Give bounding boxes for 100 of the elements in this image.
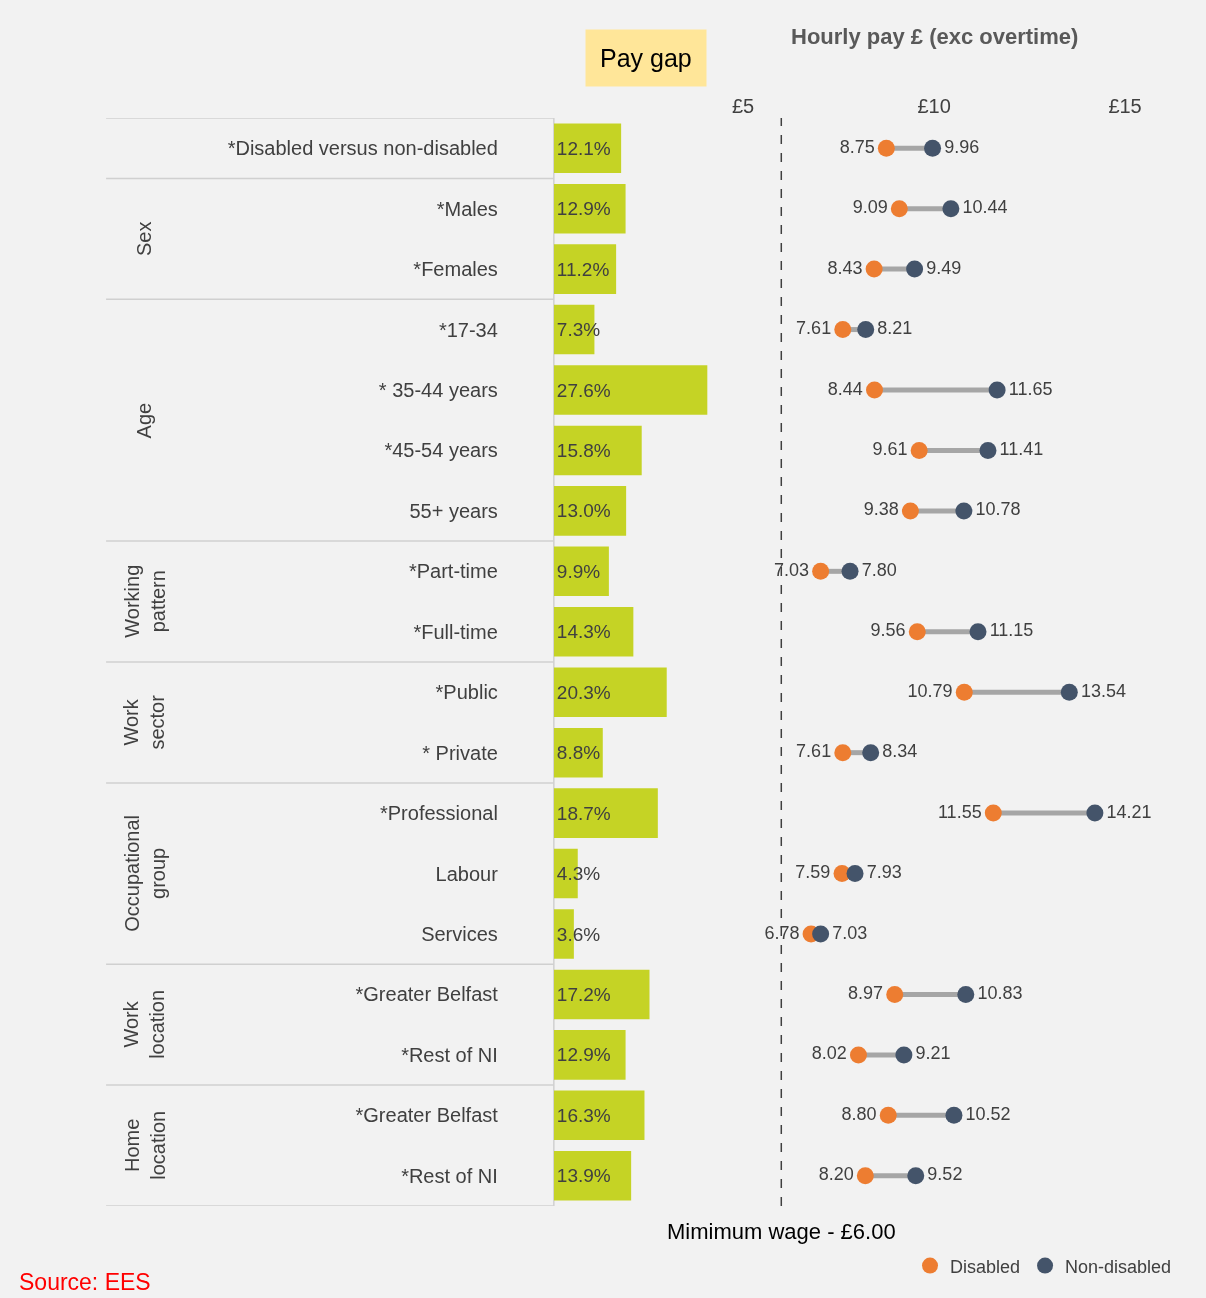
data-label: 8.44 <box>827 378 863 399</box>
data-label: 8.20 <box>818 1164 854 1185</box>
text: Home location <box>120 1110 169 1180</box>
text: Working pattern <box>120 564 169 638</box>
text: Age <box>132 402 155 439</box>
data-label: 8.75 <box>839 136 875 157</box>
chart-title: Pay gap <box>600 44 692 72</box>
bar <box>553 365 708 415</box>
data-label: 18.7% <box>556 802 611 824</box>
point <box>984 804 1002 822</box>
y-tick-label: *Full-time <box>413 620 498 643</box>
data-label: 11.55 <box>937 801 982 822</box>
point <box>846 865 864 883</box>
point <box>890 200 908 218</box>
bar <box>553 1090 645 1141</box>
point <box>955 683 973 701</box>
data-label: 9.61 <box>872 438 908 459</box>
text: Sex <box>133 221 156 257</box>
data-label: 9.21 <box>915 1043 951 1064</box>
data-label: 7.93 <box>866 862 902 883</box>
x-tick-label: £15 <box>1108 95 1142 117</box>
legend-label: Non-disabled <box>1065 1256 1172 1277</box>
point <box>886 985 904 1003</box>
text: Work sector <box>119 694 168 750</box>
point <box>1060 683 1078 701</box>
y-tick-label: * 35-44 years <box>378 379 498 401</box>
data-label: 11.41 <box>999 438 1044 459</box>
data-label: 10.79 <box>907 680 953 701</box>
bar <box>553 244 617 294</box>
text: Work location <box>120 989 169 1059</box>
data-label: 9.38 <box>863 499 899 520</box>
data-label: 8.97 <box>848 982 884 1003</box>
data-label: 13.54 <box>1080 680 1126 701</box>
data-label: 8.02 <box>811 1043 847 1064</box>
data-label: 7.80 <box>861 559 897 580</box>
data-label: 7.03 <box>832 922 868 943</box>
point <box>834 321 852 339</box>
ref-line-label: Mimimum wage - £6.00 <box>667 1219 896 1244</box>
data-label: 7.59 <box>795 862 831 883</box>
data-label: 7.61 <box>796 741 832 762</box>
data-label: 8.8% <box>556 742 601 764</box>
y-tick-label: Labour <box>435 862 499 885</box>
data-label: 9.49 <box>926 257 962 278</box>
y-tick-label: *Part-time <box>408 560 498 583</box>
point <box>877 139 895 157</box>
point <box>812 562 830 580</box>
point <box>955 502 973 520</box>
y-tick-label: *Females <box>413 258 498 281</box>
bar <box>553 1030 626 1080</box>
point <box>969 623 987 641</box>
data-label: 9.96 <box>944 136 980 157</box>
data-label: 12.9% <box>556 198 611 220</box>
data-label: 9.52 <box>927 1164 963 1185</box>
y-tick-label: *45-54 years <box>384 439 498 462</box>
bar <box>553 1151 632 1201</box>
data-label: 9.09 <box>852 197 888 218</box>
bar <box>553 486 627 536</box>
data-label: 10.44 <box>962 197 1008 218</box>
data-label: 11.15 <box>989 620 1034 641</box>
x-tick-label: £10 <box>917 95 951 117</box>
point <box>942 200 960 218</box>
data-label: 10.78 <box>975 499 1021 520</box>
point <box>812 925 830 943</box>
point <box>908 623 926 641</box>
data-label: 6.78 <box>764 922 800 943</box>
bar <box>553 425 642 476</box>
point <box>895 1046 913 1064</box>
data-label: 15.8% <box>556 439 611 461</box>
data-label: 7.03 <box>773 559 810 580</box>
bar <box>553 667 667 717</box>
y-tick-label: *Males <box>436 197 498 220</box>
data-label: 10.83 <box>977 982 1023 1003</box>
x-tick-label: £5 <box>731 95 755 117</box>
data-label: 17.2% <box>556 983 611 1005</box>
y-tick-label: *Rest of NI <box>401 1043 498 1066</box>
data-label: 8.34 <box>882 741 918 762</box>
point <box>841 562 859 580</box>
data-label: 8.43 <box>827 257 863 278</box>
bar <box>553 123 622 173</box>
point <box>979 441 997 459</box>
y-tick-label: Services <box>421 923 498 945</box>
legend-label: Disabled <box>950 1256 1021 1277</box>
point <box>865 260 883 278</box>
point <box>910 441 928 459</box>
data-label: 14.21 <box>1106 801 1152 822</box>
y-tick-label: *Greater Belfast <box>355 1104 499 1127</box>
data-label: 12.9% <box>556 1044 611 1066</box>
data-label: 13.9% <box>556 1165 611 1187</box>
text: Occupational group <box>120 814 169 932</box>
bar <box>553 183 626 234</box>
point <box>924 139 942 157</box>
data-label: 13.0% <box>556 500 611 522</box>
bar <box>553 607 634 657</box>
data-label: 11.2% <box>556 258 610 280</box>
data-label: 7.61 <box>796 318 832 339</box>
data-label: 10.52 <box>965 1103 1011 1124</box>
y-tick-label: * Private <box>422 741 498 764</box>
data-label: 20.3% <box>556 681 611 703</box>
bar <box>553 969 650 1020</box>
y-tick-label: *Greater Belfast <box>355 983 499 1006</box>
